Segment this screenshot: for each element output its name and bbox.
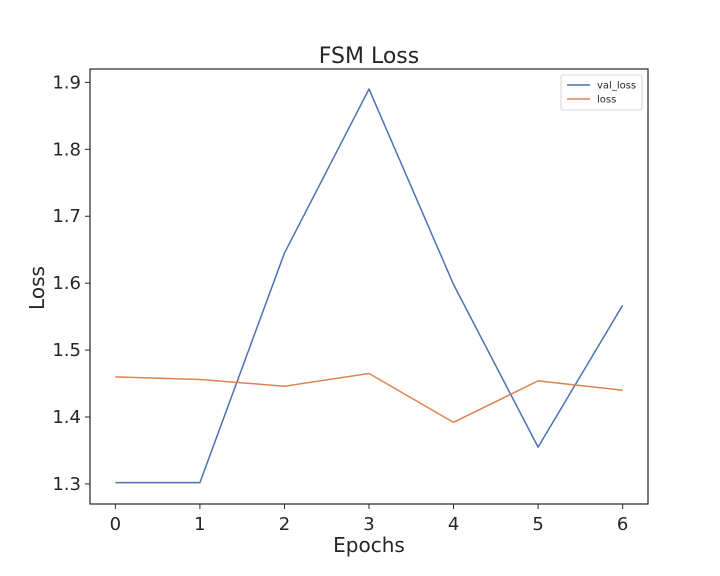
y-tick-label: 1.9 (52, 72, 81, 93)
y-tick-label: 1.6 (52, 273, 81, 294)
x-tick-label: 4 (448, 514, 459, 535)
chart-title: FSM Loss (319, 44, 419, 69)
x-axis-label: Epochs (333, 533, 405, 557)
legend-label-loss: loss (597, 95, 616, 106)
y-axis-ticks: 1.3 1.4 1.5 1.6 1.7 1.8 1.9 (52, 72, 90, 495)
y-tick-label: 1.7 (52, 206, 81, 227)
x-tick-label: 2 (279, 514, 290, 535)
series-lines (115, 88, 624, 484)
legend: val_loss loss (560, 74, 643, 111)
y-tick-label: 1.4 (52, 407, 81, 428)
y-axis-label: Loss (25, 266, 49, 310)
x-tick-label: 5 (532, 514, 543, 535)
y-tick-label: 1.5 (52, 340, 81, 361)
legend-label-val-loss: val_loss (597, 81, 636, 92)
x-tick-label: 6 (617, 514, 628, 535)
x-axis-ticks: 0 1 2 3 4 5 6 (110, 504, 628, 535)
x-tick-label: 1 (194, 514, 205, 535)
y-tick-label: 1.3 (52, 474, 81, 495)
legend-box (560, 74, 643, 111)
y-tick-label: 1.8 (52, 139, 81, 160)
x-tick-label: 3 (363, 514, 374, 535)
plot-area (89, 68, 649, 505)
x-tick-label: 0 (110, 514, 121, 535)
